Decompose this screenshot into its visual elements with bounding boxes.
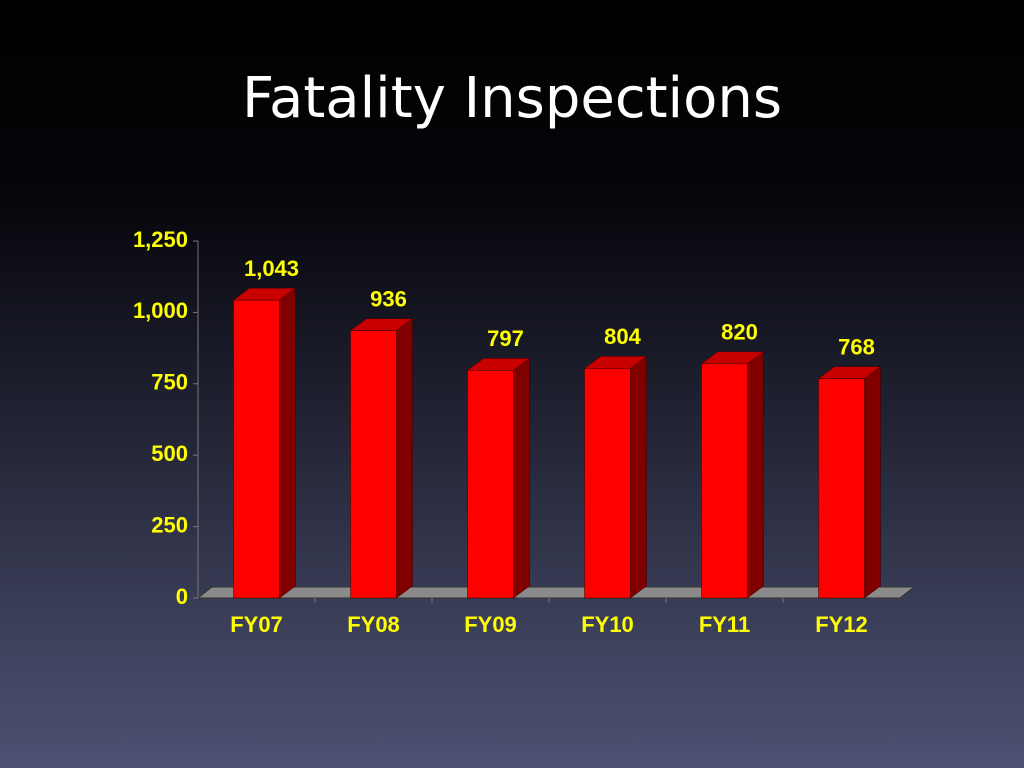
x-tick-label: FY11 xyxy=(699,612,750,637)
bar xyxy=(818,378,865,599)
value-label: 820 xyxy=(721,320,758,345)
chart-title: Fatality Inspections xyxy=(242,66,782,131)
x-tick-label: FY09 xyxy=(464,612,517,637)
x-tick-label: FY12 xyxy=(815,612,868,637)
value-label: 1,043 xyxy=(244,256,299,281)
bar xyxy=(701,363,748,599)
y-tick-label: 500 xyxy=(151,441,188,466)
bar-side xyxy=(864,366,881,599)
value-label: 797 xyxy=(487,326,524,351)
bar xyxy=(350,330,397,599)
bar-side xyxy=(279,287,296,599)
y-tick-label: 1,000 xyxy=(133,298,188,323)
bar-side xyxy=(630,355,647,599)
y-tick-label: 250 xyxy=(151,512,188,537)
bar-side xyxy=(513,357,530,599)
x-tick-label: FY07 xyxy=(230,612,283,637)
bar xyxy=(584,368,631,599)
value-label: 936 xyxy=(370,286,407,311)
floor xyxy=(196,586,916,599)
x-tick-label: FY08 xyxy=(347,612,400,637)
bar xyxy=(467,370,514,599)
y-tick-label: 750 xyxy=(151,370,188,395)
bar-side xyxy=(747,351,764,599)
value-label: 768 xyxy=(838,334,875,359)
bar xyxy=(233,299,280,599)
y-tick-label: 0 xyxy=(176,584,188,609)
x-tick-label: FY10 xyxy=(581,612,634,637)
bar-side xyxy=(396,318,413,599)
y-tick-label: 1,250 xyxy=(133,227,188,252)
value-label: 804 xyxy=(604,324,641,349)
